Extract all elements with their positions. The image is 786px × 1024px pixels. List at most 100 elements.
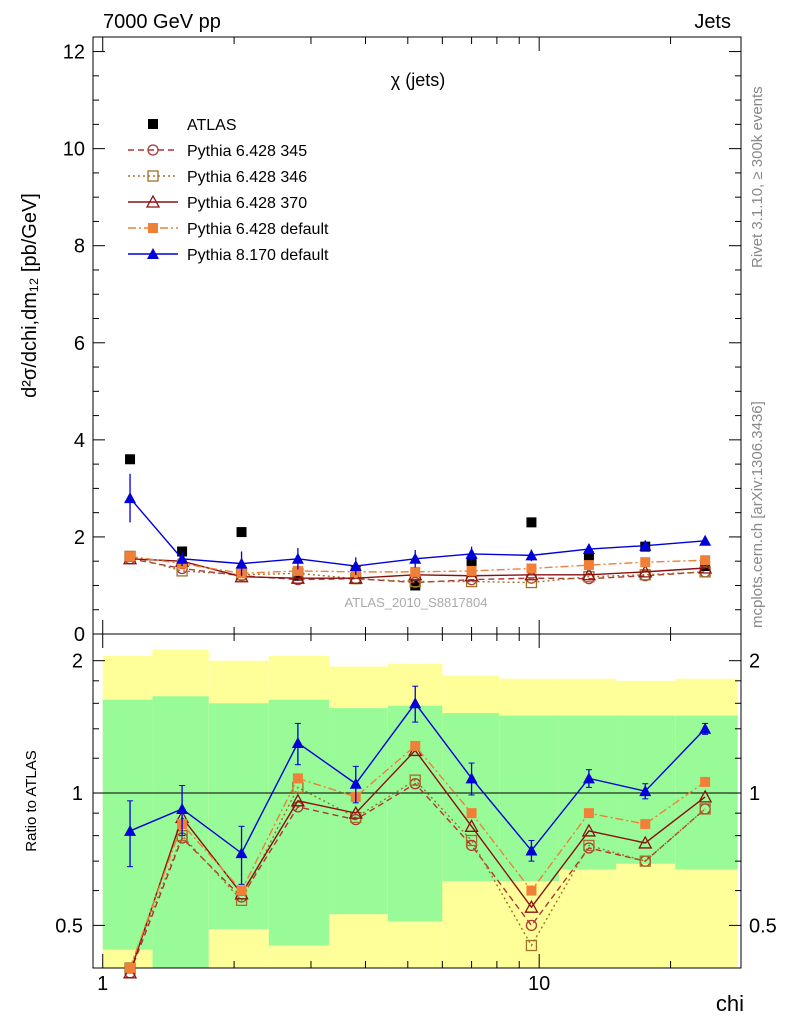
data-point <box>236 885 247 896</box>
data-point <box>410 740 421 751</box>
legend-entry: ATLAS <box>187 117 237 134</box>
data-point <box>466 565 477 576</box>
data-point <box>348 570 363 584</box>
y-tick-label-right: 0.5 <box>749 915 777 937</box>
data-point <box>525 576 538 589</box>
plot-title: χ (jets) <box>391 70 445 90</box>
data-point <box>699 722 712 734</box>
band-green <box>387 705 443 922</box>
legend-entry: Pythia 8.170 default <box>187 247 329 264</box>
band-yellow-lower <box>675 869 738 968</box>
data-point <box>699 534 712 546</box>
legend-marker <box>147 144 159 156</box>
data-point <box>290 793 305 807</box>
series-5 <box>124 473 712 576</box>
data-point <box>349 777 362 789</box>
x-tick-label: 1 <box>97 973 108 995</box>
series-line <box>129 782 706 974</box>
x-tick-label: 10 <box>528 973 550 995</box>
y-tick-label: 1 <box>72 783 83 805</box>
data-point <box>581 567 597 581</box>
y-axis-label: d²σ/dchi,dm₁₂ [pb/GeV] <box>19 193 41 398</box>
data-point <box>525 844 538 856</box>
analysis-watermark: ATLAS_2010_S8817804 <box>345 595 488 610</box>
y-tick-label-right: 2 <box>749 651 760 673</box>
band-yellow-lower <box>329 914 388 968</box>
data-point <box>291 736 304 748</box>
legend-marker <box>145 194 161 208</box>
band-yellow-lower <box>208 929 269 968</box>
legend-entry: Pythia 6.428 345 <box>187 143 307 160</box>
data-point <box>640 557 651 568</box>
data-point <box>465 772 478 784</box>
band-yellow-lower <box>499 881 559 968</box>
data-point <box>409 697 422 709</box>
data-point <box>176 802 189 814</box>
header-process-label: Jets <box>694 11 731 33</box>
data-point <box>639 539 652 551</box>
ratio-plot-panel: 0.5 0.5 1 1 2 2 1 10 chi Ratio to ATLAS <box>23 633 777 1016</box>
data-point <box>698 560 713 574</box>
data-point <box>583 551 594 562</box>
y-tick-label: 2 <box>72 651 83 673</box>
y-tick-label: 0 <box>74 624 85 646</box>
header-energy-label: 7000 GeV pp <box>103 11 221 33</box>
band-green <box>152 696 209 968</box>
data-point <box>638 835 653 849</box>
data-point <box>525 939 538 952</box>
y-tick-label: 0.5 <box>55 915 83 937</box>
data-point <box>410 566 421 577</box>
data-point <box>524 567 539 581</box>
data-point <box>464 818 479 832</box>
data-point <box>409 552 422 564</box>
data-point <box>125 963 136 973</box>
data-point <box>124 492 137 504</box>
data-point <box>466 808 477 819</box>
main-frame <box>92 36 742 635</box>
ratio-frame <box>92 633 742 969</box>
data-point <box>639 855 651 867</box>
data-point <box>235 557 248 569</box>
band-yellow-lower <box>268 945 330 968</box>
data-point <box>465 575 478 588</box>
rivet-label: Rivet 3.1.10, ≥ 300k events <box>749 86 766 268</box>
data-point <box>524 899 539 913</box>
data-point <box>698 789 713 803</box>
data-point <box>409 774 421 786</box>
y-tick-label: 4 <box>74 430 85 452</box>
data-point <box>125 551 136 562</box>
series-line <box>129 558 706 584</box>
legend-marker <box>148 223 158 233</box>
series-line <box>129 779 706 969</box>
legend-entry: Pythia 6.428 default <box>187 221 329 238</box>
y-tick-label: 12 <box>63 42 85 64</box>
data-point <box>176 552 189 564</box>
data-point <box>349 560 362 572</box>
data-point <box>465 834 478 847</box>
series-line <box>129 555 706 575</box>
main-plot-panel: 0 2 4 6 8 10 12 d²σ/dchi,dm₁₂ [pb/GeV] χ (jets) A… <box>19 36 742 646</box>
data-point <box>465 547 478 559</box>
data-point <box>582 543 595 555</box>
band-green <box>442 713 500 882</box>
legend-marker <box>147 170 159 182</box>
band-yellow-lower <box>616 863 676 968</box>
data-point <box>700 776 711 787</box>
legend-entry: Pythia 6.428 346 <box>187 169 307 186</box>
band-green <box>499 715 559 882</box>
y-tick-label: 2 <box>74 527 85 549</box>
data-point <box>235 847 248 859</box>
data-point <box>236 527 247 538</box>
legend: ATLAS Pythia 6.428 345 Pythia 6.428 346 Pyt… <box>128 117 329 264</box>
mcplots-label: mcplots.cern.ch [arXiv:1306.3436] <box>749 401 766 628</box>
data-point <box>583 808 594 819</box>
data-point <box>581 823 597 837</box>
data-point <box>525 549 538 561</box>
data-point <box>526 517 537 528</box>
band-yellow-lower <box>387 921 443 968</box>
legend-marker <box>147 248 159 259</box>
data-point <box>699 803 711 815</box>
data-point <box>700 555 711 566</box>
data-point <box>348 805 363 819</box>
